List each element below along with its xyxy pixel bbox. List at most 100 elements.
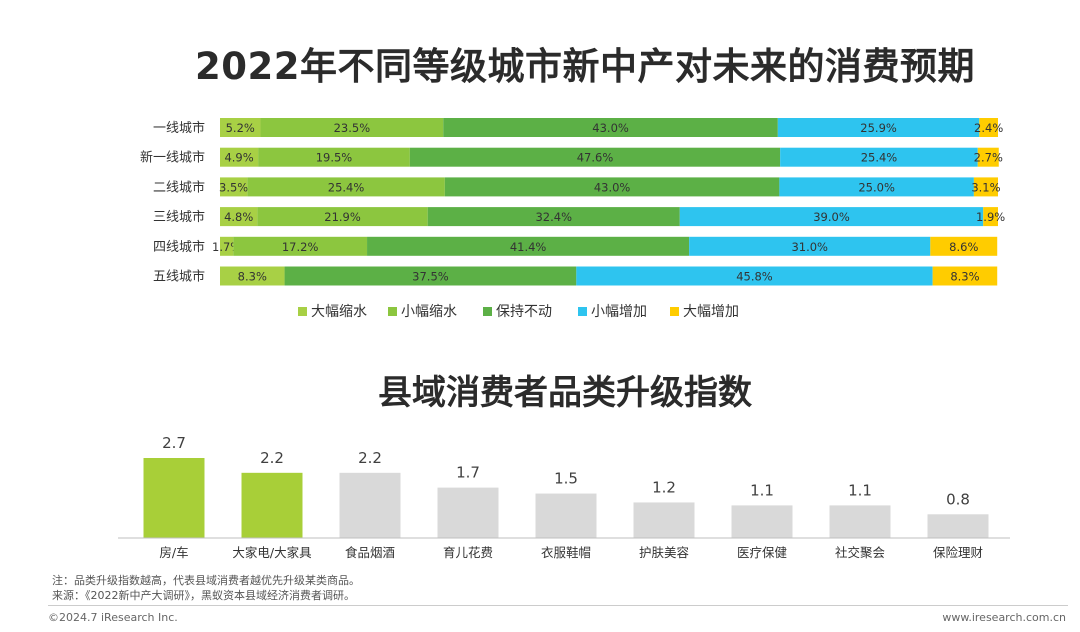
footer-url: www.iresearch.com.cn bbox=[942, 611, 1066, 624]
bar bbox=[143, 458, 205, 538]
data-label: 2.2 bbox=[358, 449, 382, 467]
footnote-source: 来源：《2022新中产大调研》，黑蚁资本县域经济消费者调研。 bbox=[52, 589, 355, 602]
footer-copyright: ©2024.7 iResearch Inc. bbox=[48, 611, 178, 624]
data-label: 8.6% bbox=[949, 240, 978, 254]
category-label: 新一线城市 bbox=[140, 150, 205, 166]
bar-segment bbox=[780, 147, 978, 167]
bar-segment bbox=[777, 118, 980, 137]
bar-segment bbox=[444, 177, 780, 197]
category-label: 四线城市 bbox=[153, 239, 205, 255]
bar bbox=[241, 472, 303, 538]
bar-segment bbox=[979, 118, 998, 137]
data-label: 2.7 bbox=[162, 434, 186, 452]
bar bbox=[535, 493, 597, 538]
footnote-note: 注：品类升级指数越高，代表县域消费者越优先升级某类商品。 bbox=[52, 574, 360, 587]
bar-segment bbox=[443, 118, 778, 137]
category-label: 大家电/大家具 bbox=[232, 545, 312, 560]
category-label: 保险理财 bbox=[933, 545, 983, 560]
bar-segment bbox=[932, 266, 998, 286]
bar-segment bbox=[258, 147, 410, 167]
footer-divider bbox=[48, 605, 1068, 606]
legend-swatch bbox=[670, 307, 679, 316]
data-label: 31.0% bbox=[791, 240, 828, 254]
legend-swatch bbox=[298, 307, 307, 316]
bar-segment bbox=[284, 266, 577, 286]
bar bbox=[633, 502, 695, 538]
data-label: 4.9% bbox=[224, 151, 253, 165]
data-label: 3.5% bbox=[219, 180, 248, 194]
data-label: 2.4% bbox=[974, 121, 1003, 135]
bar-segment bbox=[367, 236, 690, 256]
data-label: 23.5% bbox=[334, 121, 371, 135]
data-label: 2.2 bbox=[260, 449, 284, 467]
legend-label: 小幅增加 bbox=[591, 304, 647, 320]
data-label: 47.6% bbox=[577, 151, 614, 165]
data-label: 19.5% bbox=[316, 151, 353, 165]
data-label: 39.0% bbox=[813, 210, 850, 224]
bar-segment bbox=[576, 266, 933, 286]
data-label: 43.0% bbox=[594, 180, 631, 194]
data-label: 25.0% bbox=[858, 180, 895, 194]
data-label: 8.3% bbox=[238, 270, 267, 284]
category-label: 一线城市 bbox=[153, 120, 205, 136]
data-label: 25.4% bbox=[328, 180, 365, 194]
legend-swatch bbox=[388, 307, 397, 316]
legend-swatch bbox=[578, 307, 587, 316]
bar-segment bbox=[427, 207, 680, 227]
bar-segment bbox=[220, 266, 285, 286]
data-label: 1.2 bbox=[652, 478, 676, 496]
data-label: 5.2% bbox=[226, 121, 255, 135]
chart1-title: 2022年不同等级城市新中产对未来的消费预期 bbox=[195, 45, 975, 88]
data-label: 8.3% bbox=[950, 270, 979, 284]
data-label: 1.1 bbox=[848, 481, 872, 499]
category-label: 二线城市 bbox=[153, 179, 205, 195]
bar-segment bbox=[220, 177, 248, 197]
bar-segment bbox=[409, 147, 781, 167]
bar-segment bbox=[983, 207, 998, 227]
category-label: 育儿花费 bbox=[443, 545, 493, 560]
legend-label: 保持不动 bbox=[496, 304, 552, 320]
bar-segment bbox=[220, 118, 261, 137]
bar bbox=[927, 514, 989, 538]
bar-segment bbox=[260, 118, 444, 137]
data-label: 1.1 bbox=[750, 481, 774, 499]
bar-segment bbox=[233, 236, 368, 256]
category-label: 社交聚会 bbox=[835, 545, 886, 560]
bar bbox=[829, 505, 891, 538]
data-label: 1.5 bbox=[554, 470, 578, 488]
bar bbox=[437, 487, 499, 538]
stacked-bar-chart: 一线城市 5.2% 23.5% 43.0% 25.9% 2.4% 新一线城市 4.9% 19.5… bbox=[140, 118, 1005, 320]
bar-segment bbox=[689, 236, 931, 256]
legend-label: 大幅缩水 bbox=[311, 304, 367, 320]
legend-swatch bbox=[483, 307, 492, 316]
data-label: 25.4% bbox=[861, 151, 898, 165]
category-label: 房/车 bbox=[159, 545, 188, 560]
data-label: 17.2% bbox=[282, 240, 319, 254]
bar-segment bbox=[257, 207, 428, 227]
data-label: 32.4% bbox=[535, 210, 572, 224]
category-label: 医疗保健 bbox=[737, 545, 788, 560]
bar-segment bbox=[977, 147, 999, 167]
bar-segment bbox=[220, 147, 259, 167]
category-label: 衣服鞋帽 bbox=[541, 545, 591, 560]
data-label: 0.8 bbox=[946, 490, 970, 508]
category-label: 五线城市 bbox=[153, 269, 205, 285]
category-label: 食品烟酒 bbox=[345, 545, 395, 560]
data-label: 45.8% bbox=[736, 270, 773, 284]
data-label: 3.1% bbox=[971, 180, 1000, 194]
bar-segment bbox=[779, 177, 974, 197]
data-label: 43.0% bbox=[592, 121, 629, 135]
legend-label: 大幅增加 bbox=[683, 304, 739, 320]
data-label: 41.4% bbox=[510, 240, 547, 254]
bar-segment bbox=[973, 177, 998, 197]
bar-segment bbox=[679, 207, 984, 227]
bar-segment bbox=[247, 177, 445, 197]
data-label: 1.9% bbox=[976, 210, 1005, 224]
bar-segment bbox=[930, 236, 998, 256]
bar bbox=[339, 472, 401, 538]
category-label: 护肤美容 bbox=[639, 545, 689, 560]
data-label: 2.7% bbox=[974, 151, 1003, 165]
data-label: 21.9% bbox=[324, 210, 361, 224]
bar bbox=[731, 505, 793, 538]
